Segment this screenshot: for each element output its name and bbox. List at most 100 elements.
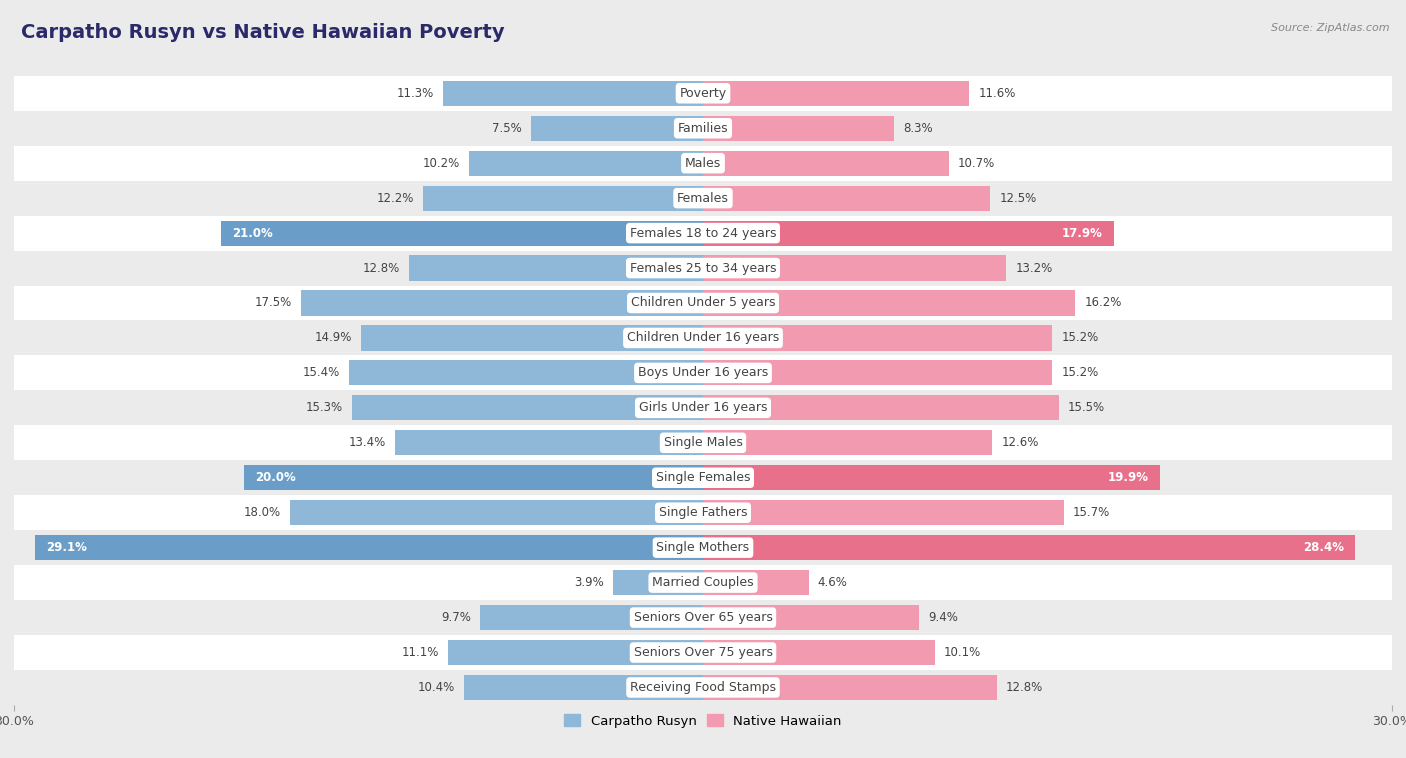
Bar <box>14 286 1392 321</box>
Bar <box>14 495 1392 530</box>
Bar <box>352 395 703 421</box>
Bar <box>703 186 990 211</box>
Bar <box>14 180 1392 215</box>
Bar <box>531 116 703 141</box>
Text: 11.6%: 11.6% <box>979 86 1017 100</box>
Text: 11.1%: 11.1% <box>402 646 439 659</box>
Bar <box>14 425 1392 460</box>
Bar <box>14 321 1392 356</box>
Text: 12.8%: 12.8% <box>363 262 399 274</box>
Bar <box>290 500 703 525</box>
Bar <box>14 111 1392 146</box>
Bar <box>409 255 703 280</box>
Bar <box>14 215 1392 251</box>
Text: 21.0%: 21.0% <box>232 227 273 240</box>
Bar <box>449 640 703 665</box>
Text: Males: Males <box>685 157 721 170</box>
Bar <box>361 325 703 350</box>
Bar <box>703 395 1059 421</box>
Bar <box>481 605 703 630</box>
Text: 28.4%: 28.4% <box>1303 541 1344 554</box>
Text: 9.7%: 9.7% <box>441 611 471 624</box>
Bar <box>443 80 703 106</box>
Text: Girls Under 16 years: Girls Under 16 years <box>638 401 768 415</box>
Text: Poverty: Poverty <box>679 86 727 100</box>
Bar <box>703 255 1007 280</box>
Text: 17.5%: 17.5% <box>254 296 292 309</box>
Bar <box>14 356 1392 390</box>
Bar <box>14 460 1392 495</box>
Text: Single Males: Single Males <box>664 437 742 449</box>
Text: 20.0%: 20.0% <box>256 471 295 484</box>
Bar <box>703 570 808 595</box>
Text: 8.3%: 8.3% <box>903 122 932 135</box>
Text: Single Females: Single Females <box>655 471 751 484</box>
Bar <box>14 670 1392 705</box>
Text: 12.2%: 12.2% <box>377 192 413 205</box>
Bar <box>423 186 703 211</box>
Bar <box>35 535 703 560</box>
Text: 15.2%: 15.2% <box>1062 331 1098 344</box>
Text: 12.8%: 12.8% <box>1007 681 1043 694</box>
Text: 4.6%: 4.6% <box>818 576 848 589</box>
Text: 19.9%: 19.9% <box>1108 471 1149 484</box>
Text: Seniors Over 75 years: Seniors Over 75 years <box>634 646 772 659</box>
Text: 11.3%: 11.3% <box>396 86 434 100</box>
Bar <box>243 465 703 490</box>
Text: Carpatho Rusyn vs Native Hawaiian Poverty: Carpatho Rusyn vs Native Hawaiian Povert… <box>21 23 505 42</box>
Bar <box>703 360 1052 386</box>
Bar <box>14 76 1392 111</box>
Text: 15.2%: 15.2% <box>1062 366 1098 380</box>
Bar <box>395 431 703 456</box>
Text: Females 18 to 24 years: Females 18 to 24 years <box>630 227 776 240</box>
Text: Seniors Over 65 years: Seniors Over 65 years <box>634 611 772 624</box>
Text: Families: Families <box>678 122 728 135</box>
Text: 9.4%: 9.4% <box>928 611 957 624</box>
Text: Single Fathers: Single Fathers <box>659 506 747 519</box>
Bar <box>703 640 935 665</box>
Bar <box>703 605 920 630</box>
Text: 29.1%: 29.1% <box>46 541 87 554</box>
Bar <box>14 251 1392 286</box>
Text: 17.9%: 17.9% <box>1062 227 1102 240</box>
Bar <box>703 151 949 176</box>
Text: Boys Under 16 years: Boys Under 16 years <box>638 366 768 380</box>
Bar <box>703 535 1355 560</box>
Text: 15.3%: 15.3% <box>305 401 343 415</box>
Text: Single Mothers: Single Mothers <box>657 541 749 554</box>
Text: 14.9%: 14.9% <box>315 331 352 344</box>
Text: 10.4%: 10.4% <box>418 681 456 694</box>
Text: Married Couples: Married Couples <box>652 576 754 589</box>
Text: 13.4%: 13.4% <box>349 437 387 449</box>
Bar <box>703 325 1052 350</box>
Text: Children Under 5 years: Children Under 5 years <box>631 296 775 309</box>
Bar <box>703 675 997 700</box>
Text: 18.0%: 18.0% <box>243 506 280 519</box>
Text: Source: ZipAtlas.com: Source: ZipAtlas.com <box>1271 23 1389 33</box>
Bar <box>221 221 703 246</box>
Bar <box>703 290 1076 315</box>
Text: 7.5%: 7.5% <box>492 122 522 135</box>
Text: 16.2%: 16.2% <box>1084 296 1122 309</box>
Text: 15.4%: 15.4% <box>302 366 340 380</box>
Legend: Carpatho Rusyn, Native Hawaiian: Carpatho Rusyn, Native Hawaiian <box>560 709 846 733</box>
Bar <box>464 675 703 700</box>
Text: 10.7%: 10.7% <box>957 157 995 170</box>
Bar <box>14 390 1392 425</box>
Text: Females: Females <box>678 192 728 205</box>
Bar <box>14 635 1392 670</box>
Bar <box>703 500 1063 525</box>
Text: Children Under 16 years: Children Under 16 years <box>627 331 779 344</box>
Text: Receiving Food Stamps: Receiving Food Stamps <box>630 681 776 694</box>
Bar <box>14 600 1392 635</box>
Bar <box>703 116 894 141</box>
Text: 12.6%: 12.6% <box>1001 437 1039 449</box>
Bar <box>703 465 1160 490</box>
Text: 10.2%: 10.2% <box>422 157 460 170</box>
Bar <box>468 151 703 176</box>
Bar <box>613 570 703 595</box>
Text: 10.1%: 10.1% <box>945 646 981 659</box>
Text: 12.5%: 12.5% <box>1000 192 1036 205</box>
Text: Females 25 to 34 years: Females 25 to 34 years <box>630 262 776 274</box>
Text: 15.5%: 15.5% <box>1069 401 1105 415</box>
